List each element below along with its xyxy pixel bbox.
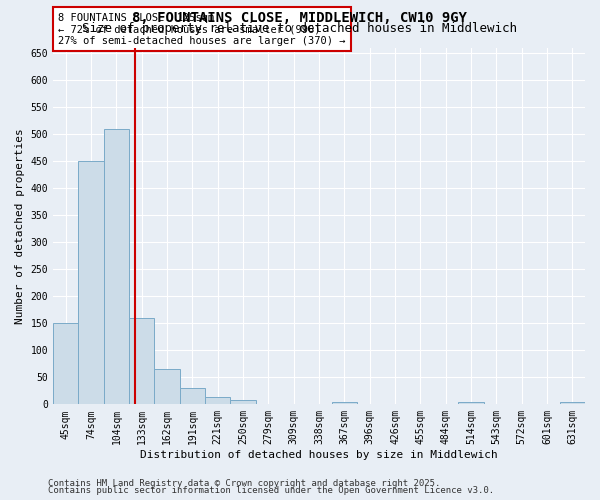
Bar xyxy=(332,402,357,404)
X-axis label: Distribution of detached houses by size in Middlewich: Distribution of detached houses by size … xyxy=(140,450,498,460)
Bar xyxy=(560,402,585,404)
Bar xyxy=(53,323,79,404)
Text: 8 FOUNTAINS CLOSE: 125sqm
← 72% of detached houses are smaller (996)
27% of semi: 8 FOUNTAINS CLOSE: 125sqm ← 72% of detac… xyxy=(58,12,346,46)
Bar xyxy=(129,318,154,404)
Bar xyxy=(154,369,179,404)
Bar xyxy=(179,388,205,404)
Bar xyxy=(230,400,256,404)
Bar xyxy=(205,398,230,404)
Text: Contains public sector information licensed under the Open Government Licence v3: Contains public sector information licen… xyxy=(48,486,494,495)
Text: 8, FOUNTAINS CLOSE, MIDDLEWICH, CW10 9GY: 8, FOUNTAINS CLOSE, MIDDLEWICH, CW10 9GY xyxy=(133,11,467,25)
Text: Size of property relative to detached houses in Middlewich: Size of property relative to detached ho… xyxy=(83,22,517,35)
Bar xyxy=(104,128,129,404)
Bar xyxy=(458,402,484,404)
Y-axis label: Number of detached properties: Number of detached properties xyxy=(15,128,25,324)
Bar xyxy=(79,161,104,404)
Text: Contains HM Land Registry data © Crown copyright and database right 2025.: Contains HM Land Registry data © Crown c… xyxy=(48,478,440,488)
